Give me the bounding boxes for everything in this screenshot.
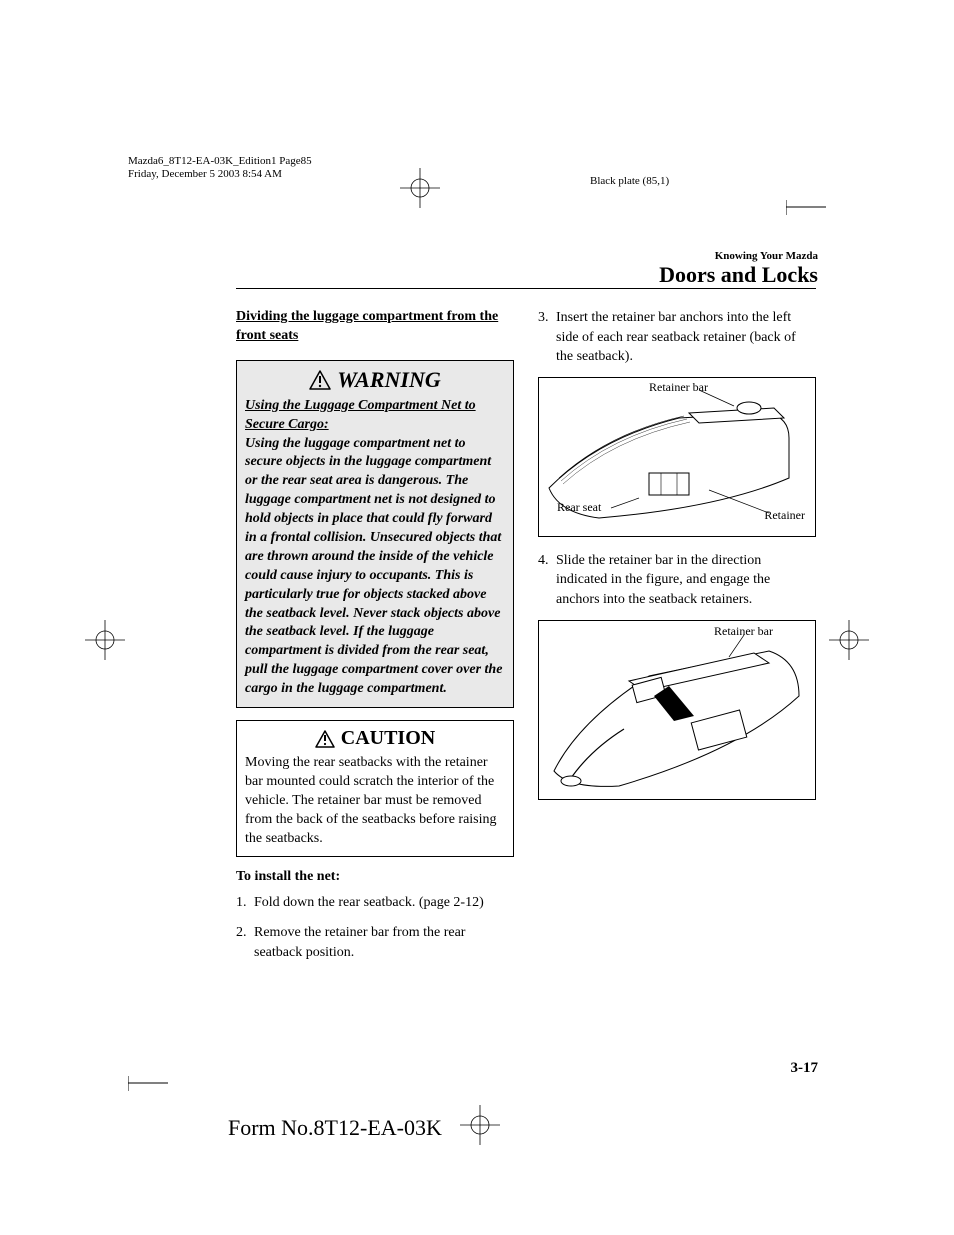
doc-meta-line2: Friday, December 5 2003 8:54 AM [128, 168, 312, 181]
warning-body: Using the Luggage Compartment Net to Sec… [237, 397, 513, 707]
caution-box: CAUTION Moving the rear seatbacks with t… [236, 720, 514, 857]
left-column: Dividing the luggage compartment from th… [236, 308, 514, 972]
warning-triangle-icon [309, 370, 331, 390]
header-rule [236, 288, 816, 289]
step-text: Fold down the rear seatback. (page 2-12) [254, 893, 484, 913]
figure-label-retainer-bar: Retainer bar [649, 380, 708, 395]
registration-mark-icon [85, 620, 125, 660]
caution-title: CAUTION [237, 721, 513, 754]
registration-mark-icon [460, 1105, 500, 1145]
section-label: Knowing Your Mazda [715, 250, 818, 262]
warning-subtitle: Using the Luggage Compartment Net to Sec… [245, 398, 476, 432]
list-item: 4.Slide the retainer bar in the directio… [538, 551, 816, 610]
right-column: 3.Insert the retainer bar anchors into t… [538, 308, 816, 972]
warning-text: Using the luggage compartment net to sec… [245, 436, 502, 697]
doc-meta-line1: Mazda6_8T12-EA-03K_Edition1 Page85 [128, 155, 312, 168]
crop-mark-icon [128, 1076, 168, 1091]
step-text: Insert the retainer bar anchors into the… [556, 308, 816, 367]
figure-label-rear-seat: Rear seat [557, 500, 601, 515]
black-plate-label: Black plate (85,1) [590, 175, 669, 187]
figure-label-retainer-bar: Retainer bar [714, 624, 773, 639]
registration-mark-icon [829, 620, 869, 660]
install-steps-right: 3.Insert the retainer bar anchors into t… [538, 308, 816, 367]
page-number: 3-17 [791, 1060, 819, 1077]
step-number: 1. [236, 893, 254, 913]
figure-label-retainer: Retainer [764, 508, 805, 523]
list-item: 3.Insert the retainer bar anchors into t… [538, 308, 816, 367]
section-title: Doors and Locks [659, 262, 818, 288]
caution-triangle-icon [315, 730, 335, 748]
step-text: Remove the retainer bar from the rear se… [254, 923, 514, 962]
step-number: 4. [538, 551, 556, 610]
diagram-icon [539, 621, 815, 799]
warning-title: WARNING [237, 361, 513, 397]
registration-mark-icon [400, 168, 440, 208]
crop-mark-icon [786, 200, 826, 215]
step-number: 2. [236, 923, 254, 962]
caution-body: Moving the rear seatbacks with the retai… [237, 754, 513, 856]
form-number: Form No.8T12-EA-03K [228, 1115, 442, 1141]
doc-meta: Mazda6_8T12-EA-03K_Edition1 Page85 Frida… [128, 155, 312, 181]
content-columns: Dividing the luggage compartment from th… [236, 308, 816, 972]
warning-title-text: WARNING [337, 367, 441, 393]
figure-retainer-bar-slide: Retainer bar [538, 620, 816, 800]
caution-title-text: CAUTION [341, 727, 435, 750]
list-item: 2.Remove the retainer bar from the rear … [236, 923, 514, 962]
step-text: Slide the retainer bar in the direction … [556, 551, 816, 610]
step-number: 3. [538, 308, 556, 367]
subheading: Dividing the luggage compartment from th… [236, 308, 514, 346]
install-steps-left: 1.Fold down the rear seatback. (page 2-1… [236, 893, 514, 962]
list-item: 1.Fold down the rear seatback. (page 2-1… [236, 893, 514, 913]
install-steps-right-2: 4.Slide the retainer bar in the directio… [538, 551, 816, 610]
figure-retainer-bar-install: Retainer bar Rear seat Retainer [538, 377, 816, 537]
install-heading: To install the net: [236, 869, 514, 885]
warning-box: WARNING Using the Luggage Compartment Ne… [236, 360, 514, 708]
